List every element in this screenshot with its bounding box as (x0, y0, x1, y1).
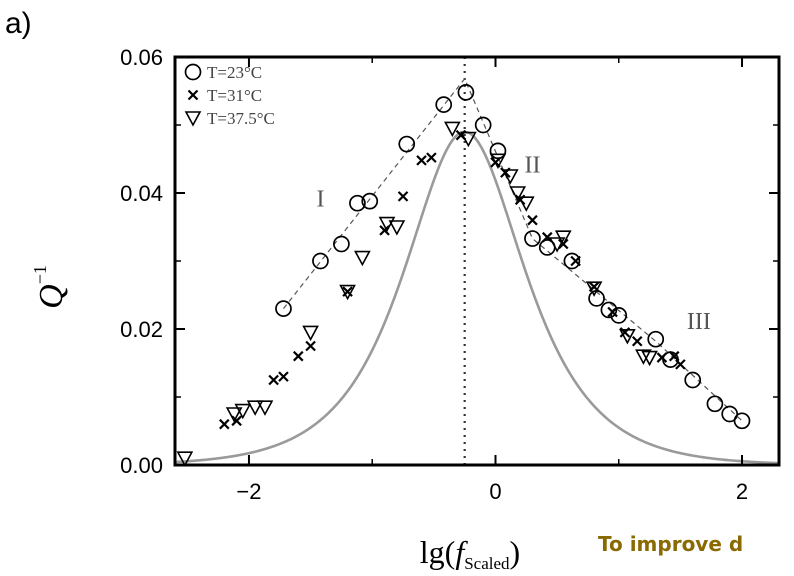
data-point (585, 281, 603, 297)
x-axis-title: lg(fScaled) (420, 534, 520, 573)
series-1 (275, 84, 751, 430)
legend-label: T=31°C (207, 86, 262, 105)
data-point (361, 192, 379, 210)
data-point (219, 418, 230, 430)
data-point (225, 407, 243, 423)
y-axis-sup: −1 (30, 265, 50, 284)
data-point (256, 400, 274, 416)
data-point (397, 191, 409, 202)
data-point (631, 335, 643, 347)
data-point (398, 135, 416, 153)
data-point (489, 142, 507, 160)
data-point (444, 121, 461, 138)
data-marks (176, 84, 751, 467)
x-axis-main: lg( (420, 534, 456, 570)
data-point (570, 255, 581, 267)
data-point (563, 252, 581, 270)
data-point (268, 374, 279, 386)
data-point (278, 371, 289, 382)
data-point (489, 153, 507, 170)
data-point (554, 230, 572, 246)
data-point (600, 301, 618, 319)
svg-text:lg(fScaled): lg(fScaled) (420, 534, 520, 573)
data-point (378, 216, 396, 233)
data-point (641, 350, 658, 367)
x-axis-sub: Scaled (464, 554, 510, 573)
data-point (501, 169, 519, 185)
data-point (548, 237, 566, 253)
data-point (684, 371, 702, 389)
data-point (509, 186, 527, 202)
data-point (435, 96, 453, 113)
region-label: I (316, 187, 324, 213)
x-axis-close: ) (510, 534, 521, 570)
legend-entry: T=23°C (184, 63, 262, 82)
caption-note: To improve d (598, 532, 744, 556)
data-point (426, 152, 437, 163)
legend-entry: T=37.5°C (184, 109, 275, 128)
data-point (607, 306, 618, 318)
data-point (706, 395, 724, 413)
data-point (656, 352, 668, 363)
data-point (312, 252, 329, 270)
data-point (457, 84, 475, 101)
data-point (305, 340, 316, 352)
data-point (246, 400, 264, 416)
data-point (647, 330, 665, 348)
axes: 0.00 0.02 0.04 0.06 −2 0 2 (120, 45, 781, 504)
data-point (292, 350, 304, 362)
data-point (635, 349, 652, 365)
data-point (524, 230, 541, 247)
data-point (610, 307, 628, 324)
data-point (354, 250, 371, 267)
data-point (388, 220, 406, 236)
data-point (517, 196, 535, 212)
data-point (176, 451, 194, 467)
legend-marker (184, 63, 202, 81)
y-tick-label: 0.02 (120, 317, 163, 342)
data-point (234, 403, 252, 420)
data-point (474, 116, 492, 134)
data-point (302, 325, 319, 342)
series-3 (176, 121, 658, 467)
legend-label: T=23°C (207, 63, 262, 82)
svg-text:Q−1: Q−1 (30, 265, 70, 309)
y-tick-label: 0.04 (120, 181, 163, 206)
data-point (619, 328, 636, 345)
data-point (588, 290, 605, 307)
data-point (460, 131, 477, 148)
data-point (275, 300, 292, 317)
data-point (416, 155, 427, 166)
data-point (231, 415, 242, 427)
y-tick-label: 0.00 (120, 453, 163, 478)
data-point (527, 214, 538, 226)
y-axis-title: Q−1 (30, 265, 70, 309)
debye-curve (175, 130, 779, 465)
data-point (349, 194, 366, 212)
legend-marker (184, 111, 202, 127)
region-label: II (524, 153, 540, 179)
y-axis-main: Q (33, 284, 70, 309)
data-point (339, 284, 356, 301)
series-2 (219, 129, 686, 430)
legend-label: T=37.5°C (207, 109, 275, 128)
region-label: III (687, 309, 711, 335)
fit-line (282, 77, 743, 422)
data-point (541, 231, 553, 243)
panel-label: a) (5, 7, 32, 40)
data-point (668, 350, 680, 362)
data-point (333, 235, 350, 253)
x-tick-label: 2 (736, 479, 748, 504)
y-tick-label: 0.06 (120, 45, 163, 70)
data-point (675, 359, 686, 370)
x-tick-label: −2 (236, 479, 261, 504)
x-tick-label: 0 (489, 479, 501, 504)
data-point (733, 412, 751, 430)
legend-entry: T=31°C (187, 86, 262, 105)
legend-marker (187, 89, 199, 101)
legend: T=23°C T=31°C T=37.5°C (184, 63, 275, 128)
data-point (379, 225, 390, 236)
